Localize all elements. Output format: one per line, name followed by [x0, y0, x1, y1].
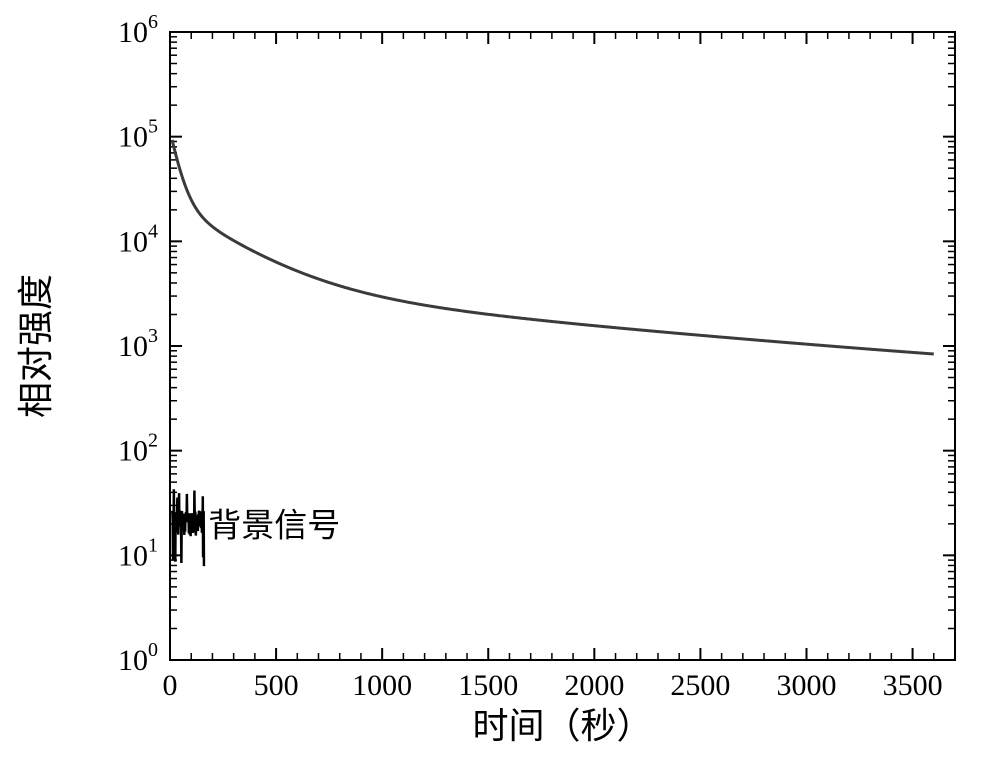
svg-text:3000: 3000 [776, 669, 836, 702]
svg-text:0: 0 [163, 669, 178, 702]
svg-text:100: 100 [118, 639, 158, 677]
x-axis-label: 时间（秒） [472, 706, 652, 746]
decay-curve [172, 140, 934, 354]
background-signal-label: 背景信号 [208, 507, 340, 544]
svg-text:500: 500 [254, 669, 299, 702]
svg-text:104: 104 [118, 220, 158, 258]
chart-svg: 0500100015002000250030003500 10010110210… [0, 0, 1000, 763]
svg-text:101: 101 [118, 534, 158, 572]
x-axis-ticks: 0 500 1000 1500 2000 2500 3000 3500 [163, 32, 956, 702]
y-axis-ticks: 100 101 102 103 104 105 106 [118, 11, 955, 677]
svg-text:3500: 3500 [883, 669, 943, 702]
svg-text:105: 105 [118, 116, 158, 154]
svg-text:2000: 2000 [564, 669, 624, 702]
decay-chart: 0500100015002000250030003500 10010110210… [0, 0, 1000, 763]
svg-text:102: 102 [118, 430, 158, 468]
y-axis-label: 相对强度 [16, 274, 56, 418]
svg-text:2500: 2500 [670, 669, 730, 702]
svg-text:1500: 1500 [458, 669, 518, 702]
svg-text:1000: 1000 [352, 669, 412, 702]
svg-text:103: 103 [118, 325, 158, 363]
svg-text:106: 106 [118, 11, 158, 49]
